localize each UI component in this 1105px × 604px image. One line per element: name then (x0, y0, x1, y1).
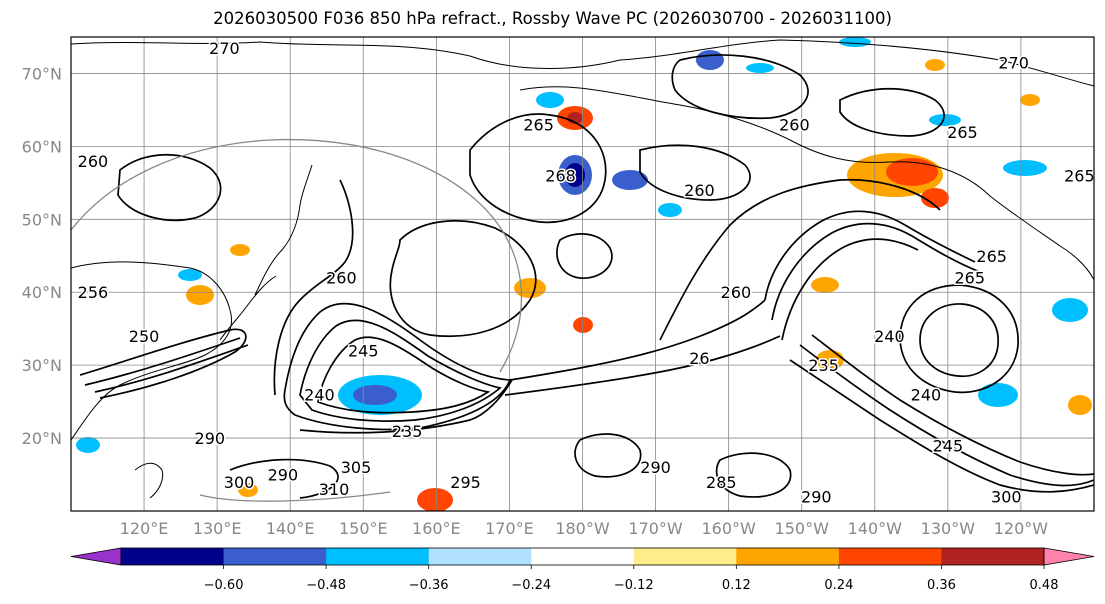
colorbar-extend-low (70, 547, 122, 566)
lon-label: 130°W (921, 519, 976, 538)
lon-label: 180°W (555, 519, 610, 538)
contour-label: 235 (808, 356, 839, 375)
colorbar-extend-high (1043, 547, 1095, 566)
contour-label: 305 (341, 458, 372, 477)
contour-label: 290 (640, 458, 671, 477)
contour-labels: 270 270 265 268 260 260 260 265 265 260 260 265 265 2… (76, 37, 1095, 507)
lon-label: 140°W (848, 519, 903, 538)
contour-label: 290 (195, 429, 226, 448)
contour-label: 260 (779, 116, 810, 135)
colorbar-tick-label: 0.12 (722, 578, 751, 593)
refractivity-contours (79, 54, 1094, 499)
colorbar-segment (633, 548, 737, 565)
lon-label: 170°E (485, 519, 534, 538)
contour-label: 300 (991, 487, 1022, 506)
contour-label: 290 (801, 487, 832, 506)
lon-label: 120°E (120, 519, 169, 538)
colorbar-tick-label: 0.36 (927, 578, 956, 593)
contour-label: 240 (874, 327, 905, 346)
contour-label: 270 (209, 39, 240, 58)
map-title: 2026030500 F036 850 hPa refract., Rossby… (213, 9, 892, 28)
contour-label: 240 (911, 385, 942, 404)
plot-frame (70, 36, 1095, 512)
latitude-labels: 70°N 60°N 50°N 40°N 30°N 20°N (22, 64, 62, 448)
contour-label: 270 (998, 54, 1029, 73)
colorbar-segment (428, 548, 532, 565)
colorbar-tick-label: −0.48 (306, 578, 346, 593)
longitude-labels: 120°E 130°E 140°E 150°E 160°E 170°E 180°W 170°W… (120, 519, 1049, 538)
contour-label: 265 (523, 116, 554, 135)
colorbar-segment (941, 548, 1045, 565)
contour-label: 240 (304, 385, 335, 404)
contour-label: 235 (392, 422, 423, 441)
contour-label: 310 (319, 480, 350, 499)
contour-label: 256 (78, 283, 109, 302)
lat-label: 60°N (22, 137, 62, 156)
great-circle-arc (71, 138, 523, 502)
colorbar-tick-label: −0.36 (409, 578, 449, 593)
colorbar-tick-label: 0.24 (824, 578, 853, 593)
contour-label: 265 (976, 247, 1007, 266)
contour-label: 265 (1064, 167, 1095, 186)
lon-label: 150°E (339, 519, 388, 538)
map-gridlines (71, 37, 1094, 511)
colorbar-tick-label: −0.60 (204, 578, 244, 593)
colorbar-segment (326, 548, 430, 565)
lat-label: 70°N (22, 64, 62, 83)
contour-label: 260 (684, 181, 715, 200)
colorbar-tick-label: −0.12 (614, 578, 654, 593)
contour-label: 260 (326, 269, 357, 288)
lon-label: 140°E (266, 519, 315, 538)
colorbar-frame (120, 547, 1045, 566)
lon-label: 160°E (412, 519, 461, 538)
colorbar-segment (531, 548, 635, 565)
colorbar: −0.60 −0.48 −0.36 −0.24 −0.12 0.12 0.24 0.36 0.4… (70, 547, 1095, 593)
contour-label: 245 (933, 436, 964, 455)
colorbar-segment (736, 548, 840, 565)
contour-label: 290 (268, 466, 299, 485)
colorbar-segment (223, 548, 327, 565)
colorbar-segment (838, 548, 942, 565)
lon-label: 130°E (193, 519, 242, 538)
contour-label: 260 (78, 152, 109, 171)
lon-label: 170°W (628, 519, 683, 538)
contour-label: 245 (348, 342, 379, 361)
lat-label: 40°N (22, 283, 62, 302)
contour-label: 300 (224, 473, 255, 492)
contour-label: 265 (947, 123, 978, 142)
contour-label: 260 (721, 283, 752, 302)
contour-label: 268 (545, 167, 576, 186)
lon-label: 160°W (701, 519, 756, 538)
contour-label: 265 (955, 269, 986, 288)
map-plot-area: 270 270 265 268 260 260 260 265 265 260 260 265 265 2… (71, 37, 1095, 511)
contour-label: 295 (450, 473, 481, 492)
lat-label: 30°N (22, 356, 62, 375)
lon-label: 120°W (994, 519, 1049, 538)
colorbar-tick-label: −0.24 (511, 578, 551, 593)
lat-label: 20°N (22, 429, 62, 448)
lat-label: 50°N (22, 210, 62, 229)
colorbar-segment (121, 548, 225, 565)
colorbar-tick-label: 0.48 (1030, 578, 1059, 593)
contour-label: 26 (689, 349, 709, 368)
contour-label: 285 (706, 473, 737, 492)
lon-label: 150°W (775, 519, 830, 538)
contour-label: 250 (129, 327, 160, 346)
